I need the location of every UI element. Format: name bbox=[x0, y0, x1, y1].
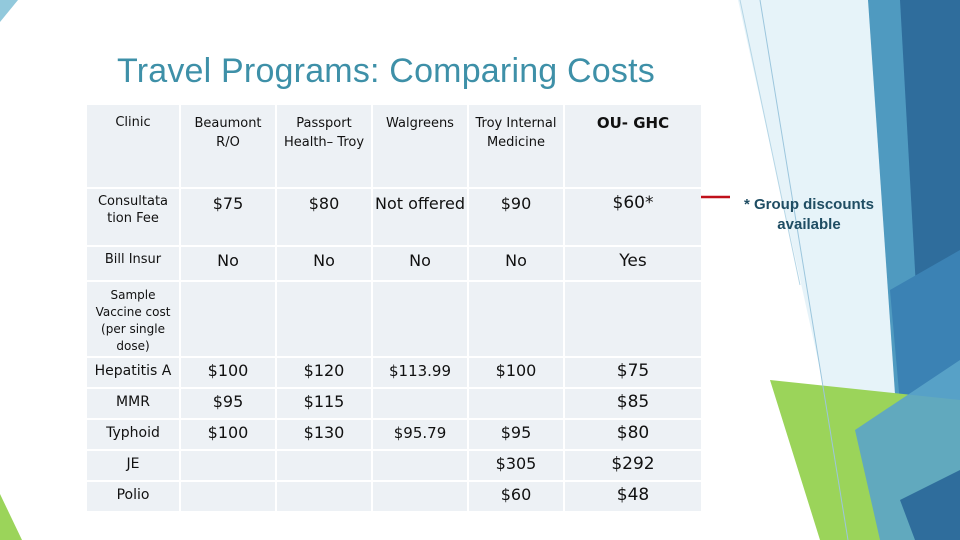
cell-consultation-troy: $90 bbox=[469, 189, 563, 245]
cell-hepatitis-a-beaumont: $100 bbox=[181, 358, 275, 387]
cell-hepatitis-a-passport: $120 bbox=[277, 358, 371, 387]
cell-typhoid-passport: $130 bbox=[277, 420, 371, 449]
deco-facet-7 bbox=[900, 470, 960, 540]
cell-hepatitis-a-ou: $75 bbox=[565, 358, 701, 387]
deco-line-1 bbox=[759, 0, 849, 540]
cell-polio-troy: $60 bbox=[469, 482, 563, 511]
cell-typhoid-ou: $80 bbox=[565, 420, 701, 449]
cell-polio-ou: $48 bbox=[565, 482, 701, 511]
deco-line-2 bbox=[739, 0, 801, 286]
row-label-mmr: MMR bbox=[87, 389, 179, 418]
row-label-typhoid: Typhoid bbox=[87, 420, 179, 449]
table-row-mmr: MMR $95 $115 $85 bbox=[87, 389, 701, 418]
cell-je-walgreens bbox=[373, 451, 467, 480]
table-header-row: Clinic Beaumont R/O Passport Health– Tro… bbox=[87, 105, 701, 187]
cell-mmr-troy bbox=[469, 389, 563, 418]
row-label-sample-vaccine: Sample Vaccine cost (per single dose) bbox=[87, 282, 179, 356]
row-label-insurance: Bill Insur bbox=[87, 247, 179, 280]
header-clinic-label: Clinic bbox=[87, 105, 179, 187]
table-row-typhoid: Typhoid $100 $130 $95.79 $95 $80 bbox=[87, 420, 701, 449]
header-walgreens: Walgreens bbox=[373, 105, 467, 187]
cell-sample-troy bbox=[469, 282, 563, 356]
cell-sample-walgreens bbox=[373, 282, 467, 356]
cell-consultation-walgreens: Not offered bbox=[373, 189, 467, 245]
table-row-sample-heading: Sample Vaccine cost (per single dose) bbox=[87, 282, 701, 356]
cell-hepatitis-a-walgreens: $113.99 bbox=[373, 358, 467, 387]
table-row-polio: Polio $60 $48 bbox=[87, 482, 701, 511]
cell-sample-beaumont bbox=[181, 282, 275, 356]
cell-sample-passport bbox=[277, 282, 371, 356]
row-label-consultation: Consultata tion Fee bbox=[87, 189, 179, 245]
cell-insurance-walgreens: No bbox=[373, 247, 467, 280]
cell-mmr-walgreens bbox=[373, 389, 467, 418]
cell-insurance-ou: Yes bbox=[565, 247, 701, 280]
cell-polio-passport bbox=[277, 482, 371, 511]
cell-insurance-passport: No bbox=[277, 247, 371, 280]
header-troy: Troy Internal Medicine bbox=[469, 105, 563, 187]
table-row-hepatitis-a: Hepatitis A $100 $120 $113.99 $100 $75 bbox=[87, 358, 701, 387]
cell-polio-beaumont bbox=[181, 482, 275, 511]
cell-typhoid-troy: $95 bbox=[469, 420, 563, 449]
group-discount-note: * Group discounts available bbox=[743, 196, 874, 233]
cell-consultation-passport: $80 bbox=[277, 189, 371, 245]
cost-comparison-table: Clinic Beaumont R/O Passport Health– Tro… bbox=[85, 103, 703, 513]
cell-je-troy: $305 bbox=[469, 451, 563, 480]
cell-polio-walgreens bbox=[373, 482, 467, 511]
cell-je-ou: $292 bbox=[565, 451, 701, 480]
cell-insurance-beaumont: No bbox=[181, 247, 275, 280]
cell-je-beaumont bbox=[181, 451, 275, 480]
header-passport: Passport Health– Troy bbox=[277, 105, 371, 187]
header-ou-ghc: OU- GHC bbox=[565, 105, 701, 187]
cell-je-passport bbox=[277, 451, 371, 480]
row-label-hepatitis-a: Hepatitis A bbox=[87, 358, 179, 387]
deco-corner-tl-shape bbox=[0, 0, 18, 22]
cell-hepatitis-a-troy: $100 bbox=[469, 358, 563, 387]
row-label-polio: Polio bbox=[87, 482, 179, 511]
table-row-consultation: Consultata tion Fee $75 $80 Not offered … bbox=[87, 189, 701, 245]
cell-typhoid-beaumont: $100 bbox=[181, 420, 275, 449]
cell-mmr-passport: $115 bbox=[277, 389, 371, 418]
cell-consultation-beaumont: $75 bbox=[181, 189, 275, 245]
cell-typhoid-walgreens: $95.79 bbox=[373, 420, 467, 449]
table-row-je: JE $305 $292 bbox=[87, 451, 701, 480]
deco-corner-bl-shape bbox=[0, 494, 22, 540]
cell-insurance-troy: No bbox=[469, 247, 563, 280]
table-row-insurance: Bill Insur No No No No Yes bbox=[87, 247, 701, 280]
cell-mmr-ou: $85 bbox=[565, 389, 701, 418]
cell-consultation-ou: $60* bbox=[565, 189, 701, 245]
cell-mmr-beaumont: $95 bbox=[181, 389, 275, 418]
header-beaumont: Beaumont R/O bbox=[181, 105, 275, 187]
row-label-je: JE bbox=[87, 451, 179, 480]
cell-sample-ou bbox=[565, 282, 701, 356]
slide-title: Travel Programs: Comparing Costs bbox=[117, 52, 655, 90]
